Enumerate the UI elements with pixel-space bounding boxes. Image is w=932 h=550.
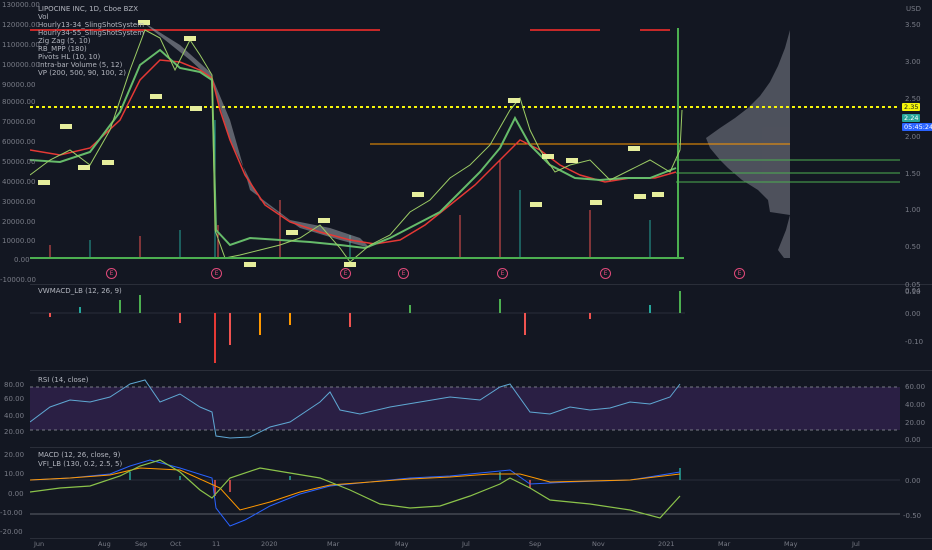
currency-label: USD	[906, 5, 921, 13]
vfi-title[interactable]: VFI_LB (130, 0.2, 2.5, 5)	[38, 460, 123, 468]
countdown-tag: 05:45:24	[902, 123, 932, 131]
earnings-marker[interactable]: E	[340, 268, 351, 279]
rsi-title[interactable]: RSI (14, close)	[38, 376, 89, 384]
earnings-marker[interactable]: E	[398, 268, 409, 279]
legend-pivots[interactable]: Pivots HL (10, 10)	[38, 53, 101, 61]
earnings-marker[interactable]: E	[106, 268, 117, 279]
legend-vp[interactable]: VP (200, 500, 90, 100, 2)	[38, 69, 126, 77]
red-ma	[30, 59, 677, 245]
macd-chart[interactable]	[30, 448, 900, 538]
earnings-marker[interactable]: E	[497, 268, 508, 279]
earnings-marker[interactable]: E	[600, 268, 611, 279]
earnings-marker[interactable]: E	[211, 268, 222, 279]
indicator-legend: LIPOCINE INC, 1D, Cboe BZX Vol Hourly13-…	[38, 5, 144, 77]
price-tag-high: 2.35	[902, 103, 921, 111]
main-chart-svg[interactable]	[30, 0, 900, 285]
green-ma	[30, 48, 677, 250]
legend-zigzag[interactable]: Zig Zag (5, 10)	[38, 37, 91, 45]
volume-profile	[706, 30, 790, 258]
rsi-chart[interactable]	[30, 372, 900, 447]
price-tag-last: 2.24	[902, 114, 921, 122]
legend-rb-mpp[interactable]: RB_MPP (180)	[38, 45, 87, 53]
earnings-marker[interactable]: E	[734, 268, 745, 279]
pivot-labels	[38, 20, 664, 267]
ribbon-fill	[140, 20, 370, 248]
symbol-title[interactable]: LIPOCINE INC, 1D, Cboe BZX	[38, 5, 139, 13]
vwmacd-title[interactable]: VWMACD_LB (12, 26, 9)	[38, 287, 122, 295]
legend-sling-34-55[interactable]: Hourly34-55_SlingShotSystem	[38, 29, 145, 37]
legend-sling-13-34[interactable]: Hourly13-34_SlingShotSystem	[38, 21, 145, 29]
macd-title[interactable]: MACD (12, 26, close, 9)	[38, 451, 121, 459]
legend-vol[interactable]: Vol	[38, 13, 49, 21]
vwmacd-histogram[interactable]	[30, 285, 900, 370]
legend-intrabar-volume[interactable]: Intra-bar Volume (5, 12)	[38, 61, 123, 69]
